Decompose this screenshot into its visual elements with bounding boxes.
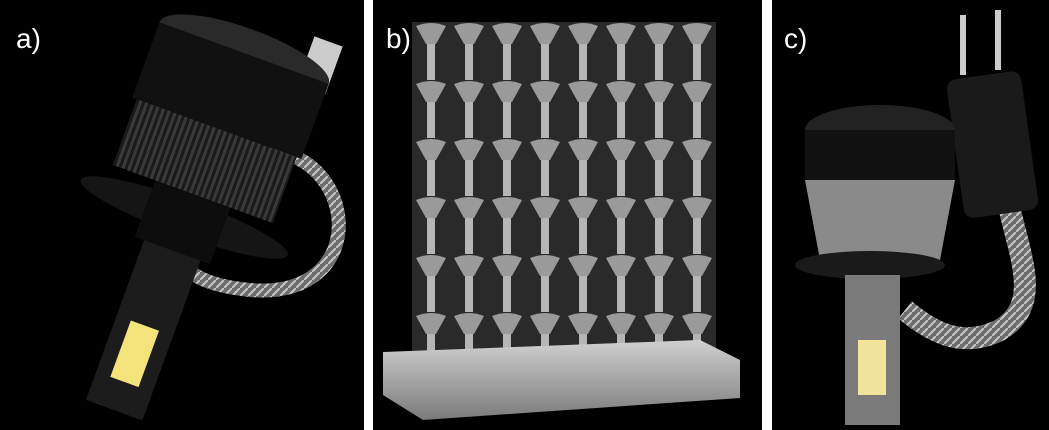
prong [995,10,1001,70]
panel-label: a) [16,23,41,54]
heat-sink [805,180,955,260]
prong [960,15,966,75]
panel-c: c) [772,0,1049,430]
panel-label: b) [386,23,411,54]
bulb-flange [795,251,945,279]
bulb-body [805,130,955,180]
figure: a) b) c) [0,0,1049,430]
panel-b: b) [373,0,762,430]
panel-a: a) [0,0,364,430]
page: a) b) c) (() => { const data = JSON.pars… [0,0,1049,430]
lattice [412,22,716,352]
panel-label: c) [784,23,807,54]
led [858,340,886,395]
